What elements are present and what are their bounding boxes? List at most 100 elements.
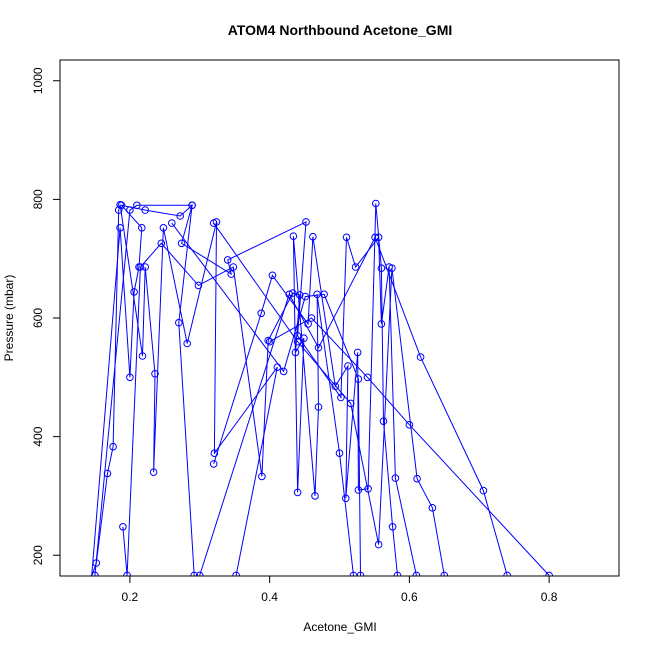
data-point	[157, 239, 166, 248]
data-point	[126, 206, 134, 214]
x-axis-label: Acetone_GMI	[303, 620, 376, 634]
data-point	[87, 594, 94, 601]
data-point	[177, 239, 186, 248]
x-tick-label: 0.2	[122, 590, 139, 604]
data-point	[393, 571, 402, 576]
data-point	[232, 571, 240, 576]
data-point	[412, 571, 421, 576]
chart-title: ATOM4 Northbound Acetone_GMI	[228, 22, 453, 38]
data-point	[320, 290, 328, 299]
series-line	[213, 203, 398, 576]
series-line	[171, 222, 361, 576]
data-point	[300, 334, 308, 343]
data-point	[363, 373, 372, 382]
y-tick-label: 1000	[31, 67, 45, 94]
data-point	[344, 362, 352, 370]
data-point	[379, 417, 388, 426]
series-line	[199, 236, 508, 576]
x-tick-label: 0.6	[401, 590, 418, 604]
data-point	[149, 468, 158, 477]
data-point	[209, 219, 218, 227]
data-point	[304, 320, 312, 328]
data-point	[258, 472, 266, 481]
data-point	[159, 224, 168, 232]
data-point	[545, 571, 553, 576]
data-point	[301, 292, 310, 301]
data-point	[293, 488, 302, 497]
data-point	[229, 263, 238, 271]
data-point	[335, 449, 344, 458]
y-tick-label: 800	[31, 189, 45, 209]
x-axis: 0.2 0.4 0.6 0.8	[122, 575, 558, 604]
data-point	[130, 288, 138, 296]
data-point	[265, 337, 274, 346]
x-tick-label: 0.8	[541, 590, 558, 604]
data-point	[309, 232, 317, 241]
series-line	[94, 204, 417, 576]
data-point	[227, 270, 235, 278]
data-point	[388, 523, 397, 531]
data-point	[391, 474, 400, 482]
data-point	[342, 233, 351, 242]
data-point	[116, 224, 124, 232]
data-point	[293, 337, 302, 346]
data-point	[289, 232, 298, 240]
data-point	[356, 571, 365, 576]
data-point	[223, 256, 232, 264]
data-point	[377, 320, 386, 328]
data-point	[311, 492, 319, 500]
data-point	[288, 289, 297, 297]
data-layer	[81, 199, 553, 601]
data-point	[351, 263, 360, 271]
data-point	[354, 375, 363, 383]
data-point	[337, 393, 345, 402]
data-point	[141, 206, 149, 214]
data-point	[151, 370, 159, 378]
data-point	[291, 348, 300, 357]
data-point	[371, 233, 379, 242]
y-axis: 200 400 600 800 1000	[31, 67, 61, 565]
y-axis-label: Pressure (mbar)	[2, 275, 16, 362]
data-point	[279, 367, 288, 376]
series-line	[213, 222, 445, 576]
data-point	[374, 540, 383, 549]
data-point	[133, 201, 141, 210]
data-point	[346, 399, 355, 408]
data-point	[91, 571, 99, 576]
data-point	[209, 460, 218, 468]
data-point	[388, 264, 396, 273]
data-point	[188, 201, 196, 210]
data-point	[428, 504, 437, 512]
y-tick-label: 200	[31, 545, 45, 565]
data-point	[372, 199, 380, 208]
data-point	[168, 219, 176, 227]
y-tick-label: 400	[31, 426, 45, 446]
data-point	[440, 571, 449, 576]
x-tick-label: 0.4	[261, 590, 278, 604]
data-point	[342, 494, 350, 503]
series-line	[91, 204, 278, 576]
data-point	[377, 264, 386, 273]
series-line	[91, 204, 195, 576]
data-point	[190, 571, 198, 576]
data-point	[354, 486, 363, 494]
data-point	[138, 352, 147, 360]
data-point	[195, 571, 204, 576]
data-point	[210, 449, 219, 458]
data-point	[285, 290, 294, 299]
series-line	[122, 236, 354, 576]
data-point	[413, 474, 421, 483]
data-point	[117, 201, 126, 210]
data-point	[302, 218, 310, 226]
data-point	[353, 348, 362, 357]
data-point	[314, 343, 323, 352]
data-point	[268, 271, 277, 280]
data-point	[123, 571, 131, 576]
data-point	[175, 318, 183, 327]
data-point	[295, 291, 304, 299]
data-point	[109, 442, 117, 451]
data-point	[257, 309, 266, 318]
data-point	[81, 594, 88, 601]
series-line	[269, 317, 550, 576]
